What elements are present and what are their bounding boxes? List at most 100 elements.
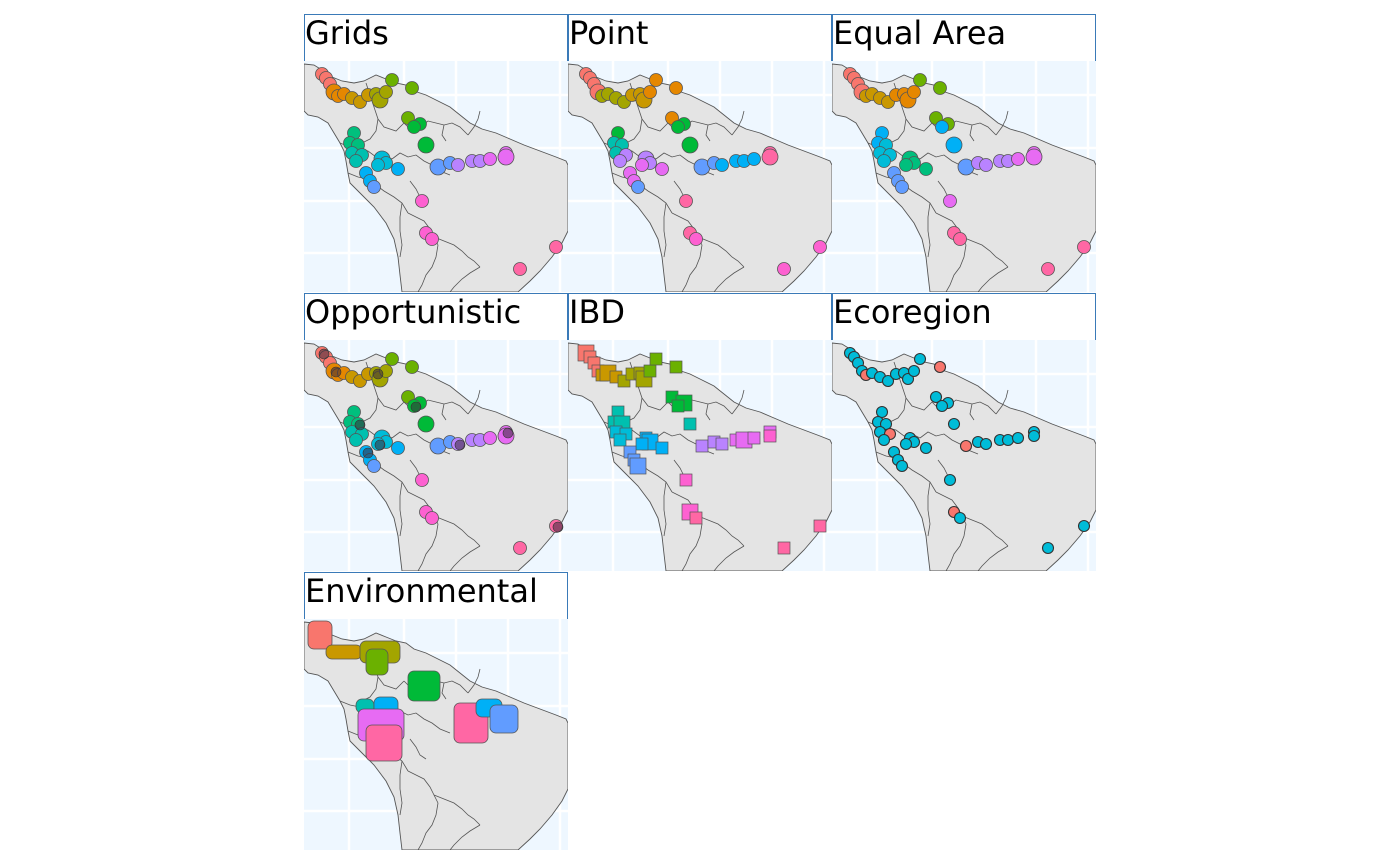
buffer-polygon xyxy=(635,158,649,172)
environmental-cluster xyxy=(325,644,363,660)
country-border xyxy=(713,545,745,571)
ibd-block xyxy=(635,437,649,451)
buffer-polygon xyxy=(379,85,393,99)
ibd-block xyxy=(679,473,693,487)
ecoregion-buffers xyxy=(843,346,1091,555)
buffer-polygon xyxy=(385,352,399,366)
buffer-polygon xyxy=(655,162,669,176)
ecoregion-polygon xyxy=(875,405,889,419)
facet-panel-environmental: Environmental xyxy=(304,572,568,850)
country-border xyxy=(699,401,733,415)
country-border xyxy=(969,124,975,142)
map-grids xyxy=(304,61,568,292)
country-border xyxy=(361,118,379,144)
country-border xyxy=(417,523,439,571)
buffer-polygon xyxy=(405,360,419,374)
buffer-polygon xyxy=(425,232,439,246)
facet-strip: Grids xyxy=(304,14,568,62)
country-border xyxy=(441,403,447,421)
ecoregion-polygon xyxy=(877,433,891,447)
ibd-block xyxy=(643,364,657,378)
opportunistic-point xyxy=(354,419,366,431)
map-ecoregion xyxy=(832,340,1096,571)
opportunistic-point xyxy=(374,439,386,451)
ibd-block xyxy=(629,457,647,475)
country-border xyxy=(399,760,403,816)
environmental-cluster xyxy=(307,620,333,650)
buffer-polygon xyxy=(681,136,699,154)
ibd-block xyxy=(695,439,709,453)
ibd-block xyxy=(669,360,683,374)
ibd-block xyxy=(777,541,791,555)
country-border xyxy=(433,794,481,826)
buffer-polygon xyxy=(417,415,435,433)
south-america-landmass xyxy=(304,621,568,850)
country-border xyxy=(417,244,439,292)
ibd-block xyxy=(689,511,703,525)
south-america-landmass xyxy=(832,342,1096,571)
country-border xyxy=(713,266,745,292)
facet-strip: Opportunistic xyxy=(304,293,568,341)
country-border xyxy=(399,202,403,258)
country-border xyxy=(927,481,931,537)
ecoregion-polygon xyxy=(959,439,973,453)
environmental-cluster xyxy=(407,670,441,702)
country-border xyxy=(681,523,703,571)
ibd-block xyxy=(683,417,697,431)
country-border xyxy=(441,682,447,700)
facet-strip: Ecoregion xyxy=(832,293,1096,341)
buffer-polygon xyxy=(349,433,363,447)
country-border xyxy=(361,397,379,423)
buffer-polygon xyxy=(513,541,527,555)
country-border xyxy=(977,266,1009,292)
buffer-polygon xyxy=(679,194,693,208)
map-opportunistic xyxy=(304,340,568,571)
buffer-polygon xyxy=(451,158,465,172)
country-border xyxy=(449,824,481,850)
country-border xyxy=(625,118,643,144)
ibd-block xyxy=(649,352,663,366)
buffer-polygon xyxy=(643,85,657,99)
facet-title: Point xyxy=(569,14,649,52)
buffer-polygon xyxy=(1011,152,1025,166)
ecoregion-polygon xyxy=(1027,429,1041,443)
ecoregion-polygon xyxy=(881,374,895,388)
sampling-buffers xyxy=(315,67,563,276)
ecoregion-polygon xyxy=(953,511,967,525)
country-border xyxy=(945,244,967,292)
facet-title: Environmental xyxy=(305,572,538,610)
buffer-polygon xyxy=(549,240,563,254)
ecoregion-polygon xyxy=(919,441,933,455)
buffer-polygon xyxy=(1041,262,1055,276)
country-border xyxy=(433,515,481,547)
country-border xyxy=(467,110,481,136)
ecoregion-polygon xyxy=(929,390,943,404)
buffer-polygon xyxy=(671,120,685,134)
country-border xyxy=(961,236,1009,268)
facet-title: Ecoregion xyxy=(833,293,992,331)
buffer-polygon xyxy=(631,180,645,194)
buffer-polygon xyxy=(907,85,921,99)
country-border xyxy=(927,202,931,258)
buffer-polygon xyxy=(385,73,399,87)
ibd-block xyxy=(671,399,685,413)
map-environmental xyxy=(304,619,568,850)
buffer-polygon xyxy=(1077,240,1091,254)
country-border xyxy=(697,236,745,268)
buffer-polygon xyxy=(777,262,791,276)
ecoregion-polygon xyxy=(947,417,961,431)
ibd-blocks xyxy=(577,344,827,555)
facet-panel-grids: Grids xyxy=(304,14,568,292)
buffer-polygon xyxy=(367,459,381,473)
facet-title: Equal Area xyxy=(833,14,1007,52)
ecoregion-polygon xyxy=(943,473,957,487)
buffer-polygon xyxy=(349,154,363,168)
ecoregion-polygon xyxy=(1001,433,1015,447)
buffer-polygon xyxy=(407,120,421,134)
country-border xyxy=(995,389,1009,415)
buffer-polygon xyxy=(391,162,405,176)
facet-panel-point: Point xyxy=(568,14,832,292)
country-border xyxy=(705,403,711,421)
buffer-polygon xyxy=(935,120,949,134)
buffer-polygon xyxy=(945,136,963,154)
